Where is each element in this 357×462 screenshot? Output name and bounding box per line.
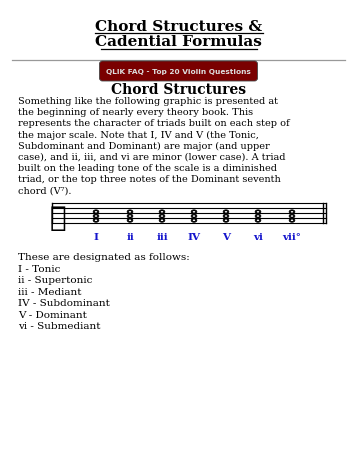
- Ellipse shape: [193, 211, 195, 213]
- Text: chord (V⁷).: chord (V⁷).: [18, 187, 71, 195]
- Text: IV: IV: [187, 233, 201, 242]
- Ellipse shape: [291, 219, 293, 221]
- Ellipse shape: [291, 215, 293, 217]
- Ellipse shape: [161, 211, 163, 213]
- Text: I - Tonic: I - Tonic: [18, 265, 60, 274]
- Text: vii°: vii°: [282, 233, 301, 242]
- Ellipse shape: [93, 219, 99, 222]
- Ellipse shape: [95, 211, 97, 213]
- Ellipse shape: [127, 219, 133, 222]
- Ellipse shape: [161, 219, 163, 221]
- Text: the beginning of nearly every theory book. This: the beginning of nearly every theory boo…: [18, 108, 253, 117]
- Ellipse shape: [159, 210, 165, 214]
- Text: vi - Submediant: vi - Submediant: [18, 322, 101, 331]
- Text: QLIK FAQ - Top 20 Violin Questions: QLIK FAQ - Top 20 Violin Questions: [106, 69, 251, 75]
- Ellipse shape: [289, 214, 295, 218]
- Ellipse shape: [223, 214, 229, 218]
- Text: Cadential Formulas: Cadential Formulas: [95, 35, 262, 49]
- Ellipse shape: [289, 219, 295, 222]
- Text: case), and ii, iii, and vi are minor (lower case). A triad: case), and ii, iii, and vi are minor (lo…: [18, 153, 286, 162]
- Ellipse shape: [255, 210, 261, 214]
- Text: V - Dominant: V - Dominant: [18, 311, 87, 320]
- Ellipse shape: [223, 219, 229, 222]
- Ellipse shape: [193, 215, 195, 217]
- FancyBboxPatch shape: [100, 61, 257, 81]
- Text: iii - Mediant: iii - Mediant: [18, 288, 81, 297]
- Ellipse shape: [225, 219, 227, 221]
- Ellipse shape: [191, 214, 197, 218]
- Ellipse shape: [93, 210, 99, 214]
- Text: ii - Supertonic: ii - Supertonic: [18, 276, 92, 286]
- Text: IV - Subdominant: IV - Subdominant: [18, 299, 110, 308]
- Text: 𝄞: 𝄞: [50, 204, 66, 232]
- Text: triad, or the top three notes of the Dominant seventh: triad, or the top three notes of the Dom…: [18, 176, 281, 184]
- Ellipse shape: [225, 215, 227, 217]
- Ellipse shape: [191, 210, 197, 214]
- Ellipse shape: [257, 215, 259, 217]
- Ellipse shape: [291, 211, 293, 213]
- Ellipse shape: [257, 211, 259, 213]
- Ellipse shape: [223, 210, 229, 214]
- Text: I: I: [94, 233, 99, 242]
- Ellipse shape: [159, 219, 165, 222]
- Text: ii: ii: [126, 233, 134, 242]
- Text: Chord Structures: Chord Structures: [111, 83, 246, 97]
- Text: built on the leading tone of the scale is a diminished: built on the leading tone of the scale i…: [18, 164, 277, 173]
- Ellipse shape: [127, 210, 133, 214]
- Ellipse shape: [257, 219, 259, 221]
- Ellipse shape: [193, 219, 195, 221]
- Ellipse shape: [191, 219, 197, 222]
- Ellipse shape: [129, 219, 131, 221]
- Ellipse shape: [255, 214, 261, 218]
- Text: These are designated as follows:: These are designated as follows:: [18, 253, 190, 262]
- Ellipse shape: [93, 214, 99, 218]
- Text: iii: iii: [156, 233, 168, 242]
- Ellipse shape: [129, 211, 131, 213]
- Ellipse shape: [161, 215, 163, 217]
- Text: the major scale. Note that I, IV and V (the Tonic,: the major scale. Note that I, IV and V (…: [18, 131, 259, 140]
- Ellipse shape: [255, 219, 261, 222]
- Text: V: V: [222, 233, 230, 242]
- Ellipse shape: [225, 211, 227, 213]
- Text: Something like the following graphic is presented at: Something like the following graphic is …: [18, 97, 278, 106]
- Text: Subdominant and Dominant) are major (and upper: Subdominant and Dominant) are major (and…: [18, 142, 270, 151]
- Text: vi: vi: [253, 233, 263, 242]
- Ellipse shape: [159, 214, 165, 218]
- Text: Chord Structures &: Chord Structures &: [95, 20, 262, 34]
- Ellipse shape: [95, 215, 97, 217]
- Ellipse shape: [127, 214, 133, 218]
- Ellipse shape: [289, 210, 295, 214]
- Text: represents the character of triads built on each step of: represents the character of triads built…: [18, 119, 290, 128]
- Ellipse shape: [129, 215, 131, 217]
- Ellipse shape: [95, 219, 97, 221]
